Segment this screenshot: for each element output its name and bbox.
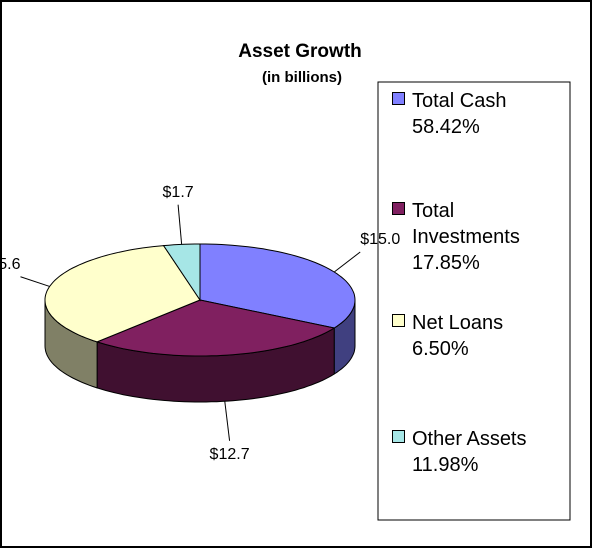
- legend-entry: Net Loans 6.50%: [412, 310, 562, 362]
- chart-subtitle: (in billions): [262, 69, 342, 86]
- legend-label: Other Assets: [412, 428, 527, 450]
- data-label: $12.7: [210, 446, 250, 463]
- leader-line: [177, 204, 183, 245]
- legend-entry: Other Assets 11.98%: [412, 426, 562, 478]
- leader-line: [224, 401, 231, 441]
- leader-line: [20, 276, 50, 287]
- legend-percentage: 11.98%: [412, 454, 479, 476]
- leader-line: [333, 251, 361, 273]
- pie-slice: [95, 299, 336, 357]
- data-label: $15.0: [360, 231, 400, 248]
- legend-percentage: 58.42%: [412, 116, 480, 138]
- legend-swatch: [392, 202, 405, 215]
- legend-percentage: 6.50%: [412, 338, 469, 360]
- legend-percentage: 17.85%: [412, 252, 480, 274]
- pie-slice: [199, 243, 356, 329]
- legend-swatch: [392, 314, 405, 327]
- data-label: $15.6: [0, 256, 21, 273]
- data-label: $1.7: [163, 184, 194, 201]
- legend-swatch: [392, 92, 405, 105]
- legend-label: Net Loans: [412, 312, 504, 334]
- pie-slice: [162, 243, 201, 302]
- legend-swatch: [392, 430, 405, 443]
- legend-box: [377, 81, 571, 521]
- legend-label: Total Cash: [412, 90, 507, 112]
- pie-slice: [44, 245, 201, 343]
- legend-entry: Total Investments 17.85%: [412, 198, 562, 276]
- legend-entry: Total Cash 58.42%: [412, 88, 562, 140]
- chart-title: Asset Growth: [238, 41, 362, 62]
- legend-label: Total Investments: [412, 200, 520, 248]
